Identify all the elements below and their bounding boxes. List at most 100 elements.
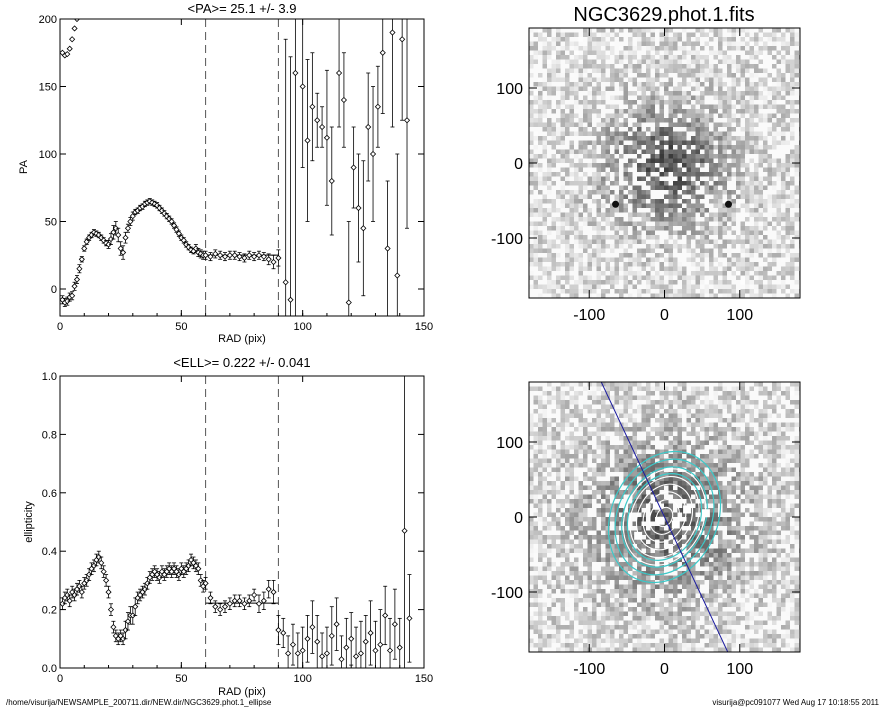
img1-pixel [677, 163, 683, 168]
img1-pixel [646, 77, 651, 83]
img1-pixel [614, 37, 620, 42]
img1-pixel [529, 235, 534, 240]
img1-pixel [646, 37, 651, 42]
img1-pixel [736, 59, 741, 65]
img1-pixel [767, 113, 773, 119]
img1-pixel [583, 41, 588, 47]
img1-pixel [587, 86, 593, 92]
img1-pixel [664, 91, 669, 96]
img1-pixel [641, 41, 647, 47]
img1-pixel [560, 271, 566, 276]
img1-pixel [722, 136, 728, 141]
img1-pixel [547, 163, 552, 168]
img1-pixel [758, 185, 764, 191]
img1-pixel [637, 37, 642, 42]
img1-pixel [749, 37, 755, 42]
img1-pixel [776, 271, 782, 276]
img1-pixel [556, 212, 561, 218]
img1-pixel [713, 257, 719, 263]
img2-pixel [578, 400, 584, 405]
img1-pixel [547, 158, 552, 164]
img1-pixel [641, 185, 647, 191]
img1-pixel [677, 64, 683, 69]
img1-pixel [695, 55, 701, 60]
img1-pixel [691, 46, 696, 51]
img1-pixel [547, 280, 552, 285]
img1-pixel [754, 50, 759, 56]
img1-pixel [605, 86, 611, 92]
img1-pixel [700, 239, 705, 245]
img1-pixel [569, 199, 575, 204]
img1-pixel [691, 59, 696, 65]
img2-pixel [745, 391, 750, 396]
img1-pixel [772, 127, 777, 132]
img1-pixel [650, 82, 656, 87]
img1-pixel [565, 221, 570, 227]
img1-pixel [641, 280, 647, 285]
img1-pixel [628, 118, 633, 123]
img1-pixel [673, 104, 678, 110]
img1-pixel [740, 55, 746, 60]
img1-pixel [628, 235, 633, 240]
img1-pixel [709, 266, 714, 272]
img1-pixel [632, 239, 638, 245]
img1-pixel [632, 244, 638, 249]
img2-pixel [533, 386, 539, 392]
img1-pixel [569, 271, 575, 276]
img1-pixel [772, 226, 777, 231]
img2-pixel [740, 386, 746, 392]
img1-pixel [767, 136, 773, 141]
pa-ytick-label: 150 [39, 82, 57, 94]
img1-pixel [691, 167, 696, 173]
img1-pixel [790, 113, 795, 119]
img1-pixel [623, 37, 629, 42]
img1-pixel [754, 32, 759, 38]
img1-pixel [578, 118, 584, 123]
img1-pixel [767, 275, 773, 281]
img1-pixel [565, 64, 570, 69]
img1-pixel [704, 293, 710, 298]
img2-pixel [529, 382, 534, 387]
img1-pixel [727, 100, 732, 105]
ell-point [401, 527, 408, 534]
img1-pixel [592, 230, 597, 236]
img1-pixel [722, 217, 728, 222]
ell-point [270, 589, 277, 596]
img1-pixel [736, 226, 741, 231]
img1-pixel [583, 275, 588, 281]
img2-pixel [691, 400, 696, 405]
img1-pixel [758, 172, 764, 177]
img1-pixel [646, 158, 651, 164]
img1-pixel [574, 212, 579, 218]
img1-pixel [781, 32, 786, 38]
img1-pixel [659, 217, 665, 222]
img1-pixel [704, 131, 710, 137]
img1-pixel [538, 163, 543, 168]
img1-pixel [551, 59, 557, 65]
img1-pixel [745, 154, 750, 159]
img1-pixel [691, 104, 696, 110]
img1-pixel [547, 271, 552, 276]
img1-pixel [655, 50, 660, 56]
img1-pixel [745, 104, 750, 110]
img1-pixel [542, 154, 548, 159]
img1-pixel [623, 212, 629, 218]
img1-pixel [619, 172, 624, 177]
img1-pixel [538, 55, 543, 60]
img1-pixel [718, 293, 723, 298]
img1-pixel [601, 172, 606, 177]
img2-pixel [794, 404, 800, 410]
img1-pixel [682, 46, 687, 51]
img1-pixel [551, 212, 557, 218]
img1-pixel [682, 37, 687, 42]
img1-pixel [736, 248, 741, 254]
img1-pixel [547, 208, 552, 213]
img1-pixel [655, 239, 660, 245]
img1-pixel [529, 176, 534, 182]
img1-pixel [574, 73, 579, 78]
img1-pixel [637, 163, 642, 168]
img2-pixel [637, 400, 642, 405]
img1-pixel [722, 113, 728, 119]
img1-pixel [695, 68, 701, 74]
img1-pixel [754, 104, 759, 110]
